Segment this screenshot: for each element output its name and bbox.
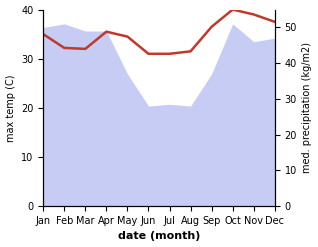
Y-axis label: max temp (C): max temp (C) — [5, 74, 16, 142]
Y-axis label: med. precipitation (kg/m2): med. precipitation (kg/m2) — [302, 42, 313, 173]
X-axis label: date (month): date (month) — [118, 231, 200, 242]
